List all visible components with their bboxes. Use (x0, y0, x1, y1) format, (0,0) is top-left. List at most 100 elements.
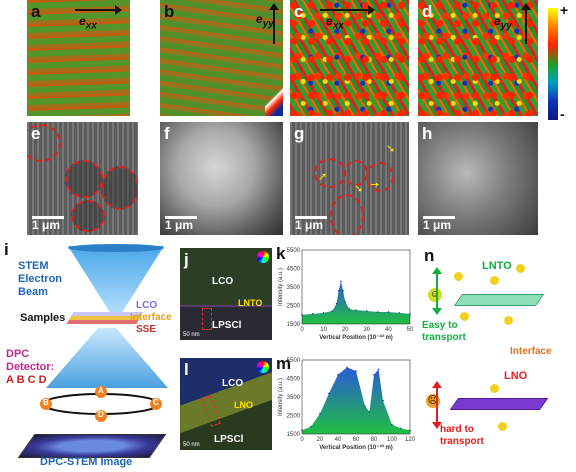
data-point (377, 368, 380, 371)
data-point (312, 313, 314, 315)
y-axis-label: Intensity (a.u.) (278, 268, 284, 306)
up-arrow-icon (269, 3, 279, 44)
plot-frame (301, 359, 411, 435)
x-tick-label: 10 (320, 327, 327, 333)
double-arrow-icon (432, 381, 442, 429)
panel-label-b: b (164, 2, 175, 21)
interface-label-n: Interface (510, 346, 552, 357)
up-arrow-icon (521, 3, 531, 44)
scale-bar (295, 216, 327, 219)
eyy-label: eyy (256, 12, 274, 30)
double-arrow-icon (432, 267, 442, 315)
ion-ball (516, 264, 525, 273)
scale-bar (32, 216, 64, 219)
beam-label: STEM Electron Beam (18, 260, 63, 298)
data-point (335, 302, 338, 305)
panel-j: j LCO LNTO LPSCl 50 nm (180, 248, 272, 340)
lnto-label-n: LNTO (482, 260, 512, 272)
ion-ball (504, 316, 513, 325)
panel-f: f 1 μm (160, 122, 283, 235)
lco-label-j: LCO (212, 276, 234, 287)
data-point (376, 311, 379, 313)
panel-label-g: g (294, 124, 305, 143)
data-point (355, 370, 357, 372)
quadrant-d: D (98, 410, 104, 419)
panel-label-k: k (276, 244, 286, 263)
chart-k: 0 10 20 30 40 50 1500 2500 3500 4500 5500 Vertical … (278, 248, 414, 341)
ion-ball (454, 272, 463, 281)
scale-label-g: 1 μm (295, 218, 324, 232)
lno-label-l: LNO (234, 400, 253, 410)
grain-outline (101, 166, 138, 210)
y-tick-label: 5500 (287, 248, 301, 254)
data-point (348, 308, 351, 310)
panel-label-h: h (422, 124, 433, 143)
beam-cone (68, 244, 164, 322)
scale-label-h: 1 μm (423, 218, 452, 232)
colorbar-minus: - (560, 106, 565, 122)
data-point (398, 312, 400, 314)
panel-a: a exx (27, 0, 130, 116)
chart-m: 0 20 40 60 80 100 120 1500 2500 3500 4500 5500 Verti… (278, 358, 416, 451)
scale-label-j: 50 nm (183, 332, 200, 338)
detector-label: DPC Detector: A B C D (6, 348, 55, 386)
grain-outline (65, 160, 103, 198)
x-tick-label: 20 (342, 327, 349, 333)
data-point (322, 312, 325, 314)
x-tick-label: 30 (363, 327, 370, 333)
lco-label-l: LCO (222, 378, 244, 389)
region-box (201, 395, 221, 427)
data-point (328, 392, 330, 395)
data-point (400, 427, 402, 430)
data-point (387, 311, 390, 313)
data-point (337, 374, 339, 376)
quadrant-c: C (153, 398, 159, 407)
panel-i: i STEM Electron Beam Samples LCO Interface… (0, 240, 172, 472)
data-point (310, 425, 312, 428)
panel-label-e: e (31, 124, 41, 143)
panel-e: e 1 μm (27, 122, 138, 235)
y-tick-label: 2500 (287, 304, 301, 310)
quadrant-b: B (43, 398, 49, 407)
data-point (373, 374, 375, 376)
panel-label-i: i (4, 240, 9, 259)
smile-icon: ☺ (428, 288, 442, 302)
data-point (355, 309, 357, 311)
data-point (319, 412, 321, 415)
x-tick-label: 100 (387, 437, 398, 443)
color-wheel-icon (257, 361, 269, 373)
x-tick-label: 60 (353, 437, 360, 443)
exx-label: exx (79, 14, 97, 32)
right-arrow-icon (320, 5, 375, 15)
scale-label-f: 1 μm (165, 218, 194, 232)
colorbar-plus: + (560, 2, 569, 18)
x-tick-label: 50 (407, 327, 414, 333)
ion-ball (460, 312, 469, 321)
ion-ball (490, 384, 499, 393)
lnto-label-j: LNTO (238, 298, 263, 308)
lpscl-label-l: LPSCl (214, 434, 244, 445)
y-tick-label: 2500 (287, 414, 301, 420)
ion-ball (498, 422, 507, 431)
y-tick-label: 5500 (287, 358, 301, 364)
x-tick-label: 20 (317, 437, 324, 443)
panel-label-c: c (294, 2, 304, 21)
y-tick-label: 1500 (287, 432, 301, 438)
y-tick-label: 3500 (287, 395, 301, 401)
eyy-label-d: eyy (494, 14, 512, 32)
grain-outline (27, 124, 61, 162)
arrow-icon: ➘ (354, 183, 364, 195)
panel-label-j: j (184, 250, 189, 269)
y-tick-label: 4500 (287, 267, 301, 273)
data-point (364, 405, 366, 408)
y-tick-label: 1500 (287, 322, 301, 328)
data-point (391, 423, 393, 426)
data-point (366, 310, 368, 312)
interface-label: Interface (130, 312, 172, 323)
panel-label-l: l (184, 360, 189, 379)
panel-n: n LNTO ☺ Easy to transport Interface LNO … (420, 244, 576, 472)
panel-l: l LCO LNO LPSCl 50 nm (180, 358, 272, 450)
data-point (342, 289, 344, 292)
data-point (382, 399, 384, 402)
intensity-area (302, 281, 410, 324)
